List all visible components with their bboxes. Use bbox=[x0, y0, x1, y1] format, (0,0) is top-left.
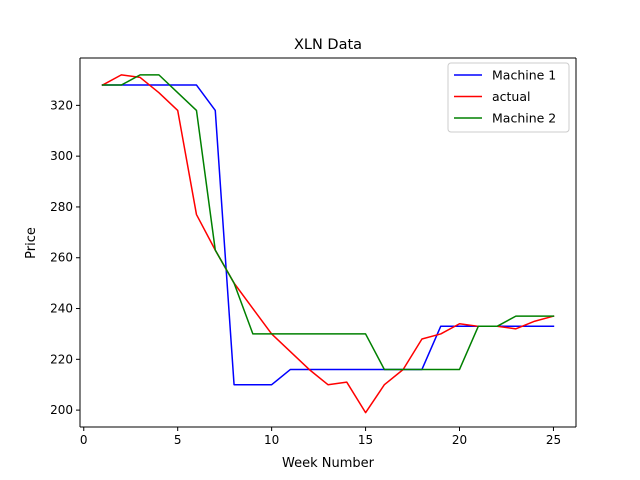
x-tick-label: 20 bbox=[452, 433, 467, 447]
x-tick-label: 5 bbox=[174, 433, 182, 447]
y-tick-label: 300 bbox=[50, 149, 73, 163]
y-ticks: 200 220 240 260 280 300 320 bbox=[50, 98, 80, 417]
legend: Machine 1 actual Machine 2 bbox=[447, 62, 570, 133]
y-tick-label: 260 bbox=[50, 251, 73, 265]
x-ticks: 0 5 10 15 20 25 bbox=[80, 427, 561, 447]
y-tick-label: 320 bbox=[50, 98, 73, 112]
x-tick-label: 15 bbox=[358, 433, 373, 447]
series-layer bbox=[101, 74, 555, 414]
y-tick-label: 200 bbox=[50, 403, 73, 417]
chart-title: XLN Data bbox=[294, 37, 362, 53]
x-tick-label: 10 bbox=[264, 433, 279, 447]
x-tick-label: 25 bbox=[546, 433, 561, 447]
legend-label-machine-1: Machine 1 bbox=[492, 68, 556, 83]
y-tick-label: 220 bbox=[50, 352, 73, 366]
legend-frame bbox=[447, 62, 570, 133]
y-tick-label: 240 bbox=[50, 302, 73, 316]
x-axis-label: Week Number bbox=[282, 456, 375, 471]
series-line-machine-2 bbox=[101, 74, 555, 371]
y-axis-label: Price bbox=[24, 227, 39, 259]
x-tick-label: 0 bbox=[80, 433, 88, 447]
axes bbox=[79, 57, 577, 428]
legend-label-machine-2: Machine 2 bbox=[492, 111, 556, 126]
legend-label-actual: actual bbox=[492, 89, 531, 104]
y-tick-label: 280 bbox=[50, 200, 73, 214]
